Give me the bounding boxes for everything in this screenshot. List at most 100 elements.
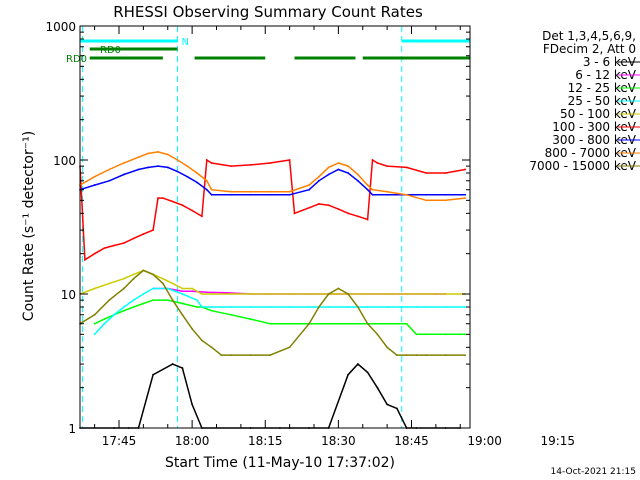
series-8-point-6 [152, 273, 155, 276]
series-5-point-1 [83, 258, 86, 261]
series-6-point-23 [366, 188, 369, 191]
series-2-point-6 [152, 299, 155, 302]
series-6-point-6 [157, 165, 159, 168]
x-axis: 17:45 18:00 18:15 18:30 18:45 19:00 19:15 [94, 26, 575, 448]
series-4-point-24 [425, 293, 428, 295]
series-2-point-1 [103, 318, 106, 320]
series-7-point-21 [347, 165, 350, 168]
series-5-point-17 [230, 165, 233, 168]
series-6-point-11 [205, 188, 208, 191]
series-5-point-19 [269, 162, 272, 164]
series-8-point-23 [356, 306, 359, 308]
series-3-point-21 [405, 306, 408, 308]
series-line-6 [79, 165, 466, 196]
series-6-point-25 [386, 193, 389, 196]
series-8-point-8 [171, 299, 174, 302]
plot-frame [79, 25, 471, 429]
series-0-point-18 [386, 403, 389, 406]
series-6-point-4 [137, 168, 140, 171]
x-tick-label-6: 19:15 [540, 434, 575, 448]
series-8-point-24 [366, 322, 369, 325]
series-4-point-11 [200, 293, 203, 295]
series-line-3 [94, 287, 466, 335]
series-3-point-1 [103, 322, 106, 325]
series-5-point-2 [93, 252, 96, 255]
series-7-point-20 [337, 162, 340, 164]
chart-title: RHESSI Observing Summary Count Rates [113, 3, 423, 21]
series-2-point-5 [142, 302, 145, 305]
series-6-point-14 [249, 193, 252, 196]
series-3-point-25 [464, 306, 467, 308]
series-5-point-20 [288, 159, 291, 161]
series-8-point-10 [191, 327, 194, 330]
status-bar-label-1: RD0 [100, 45, 121, 56]
series-4-point-22 [405, 293, 408, 295]
series-8-point-28 [405, 354, 408, 356]
series-5-point-35 [464, 168, 467, 171]
legend-entry-4: 50 - 100 keV [560, 107, 637, 121]
series-6-point-20 [337, 168, 340, 171]
series-0-point-19 [395, 407, 398, 410]
series-3-point-17 [327, 306, 330, 308]
legend-entry-2: 12 - 25 keV [568, 81, 637, 95]
y-axis: 1 10 100 1000 [45, 20, 470, 436]
series-7-point-16 [288, 190, 291, 193]
x-tick-label-3: 18:30 [321, 434, 356, 448]
series-6-point-17 [308, 188, 311, 191]
x-tick-label-5: 19:00 [467, 434, 502, 448]
series-5-point-14 [200, 215, 203, 218]
series-3-point-9 [196, 299, 198, 302]
series-3-point-2 [113, 313, 116, 316]
series-5-point-32 [405, 166, 408, 169]
series-6-point-16 [288, 193, 291, 196]
series-0-point-16 [366, 371, 369, 374]
series-3-point-13 [249, 306, 252, 308]
series-7-point-26 [405, 193, 408, 196]
series-1-point-4 [205, 291, 208, 294]
series-3-point-23 [425, 306, 428, 308]
series-8-point-1 [93, 313, 96, 316]
series-3-point-16 [308, 306, 311, 308]
series-8-point-30 [425, 354, 428, 356]
series-5-point-31 [386, 165, 389, 168]
series-4-point-25 [444, 293, 447, 295]
series-3-point-4 [132, 299, 135, 302]
series-6-point-28 [444, 193, 447, 196]
series-7-point-5 [147, 152, 150, 155]
series-6-point-10 [196, 181, 198, 184]
series-3-point-11 [210, 306, 213, 308]
series-8-point-20 [327, 293, 330, 295]
series-5-point-6 [132, 237, 135, 240]
series-2-point-9 [196, 306, 198, 308]
legend-header-line-1: Det 1,3,4,5,6,9, [542, 29, 636, 43]
series-3-point-24 [444, 306, 447, 308]
series-7-point-8 [176, 159, 179, 161]
series-6-point-13 [230, 193, 233, 196]
series-2-point-17 [327, 322, 330, 325]
y-tick-label-1: 10 [61, 288, 76, 302]
series-8-point-27 [395, 354, 398, 356]
series-5-point-24 [327, 204, 330, 207]
series-4-point-10 [191, 287, 194, 290]
series-8-point-12 [210, 346, 213, 349]
series-7-point-13 [230, 190, 233, 193]
x-tick-label-0: 17:45 [102, 434, 137, 448]
series-7-point-15 [269, 190, 272, 193]
status-bar-label-0: N [182, 37, 189, 48]
series-2-point-24 [444, 333, 447, 336]
legend-entry-1: 6 - 12 keV [575, 68, 637, 82]
series-8-point-11 [200, 339, 203, 342]
series-6-point-29 [464, 193, 467, 196]
series-8-point-13 [220, 354, 223, 356]
series-7-point-9 [186, 165, 189, 168]
legend-header-line-2: FDecim 2, Att 0 [543, 42, 636, 56]
series-line-7 [79, 151, 466, 202]
series-7-point-4 [137, 156, 140, 159]
series-0-point-5 [171, 363, 174, 365]
x-axis-label: Start Time (11-May-10 17:37:02) [165, 455, 395, 471]
x-tick-label-2: 18:15 [248, 434, 283, 448]
series-5-point-25 [337, 208, 340, 211]
series-7-point-11 [205, 179, 208, 182]
series-6-point-18 [317, 179, 320, 182]
series-6-point-15 [269, 193, 272, 196]
